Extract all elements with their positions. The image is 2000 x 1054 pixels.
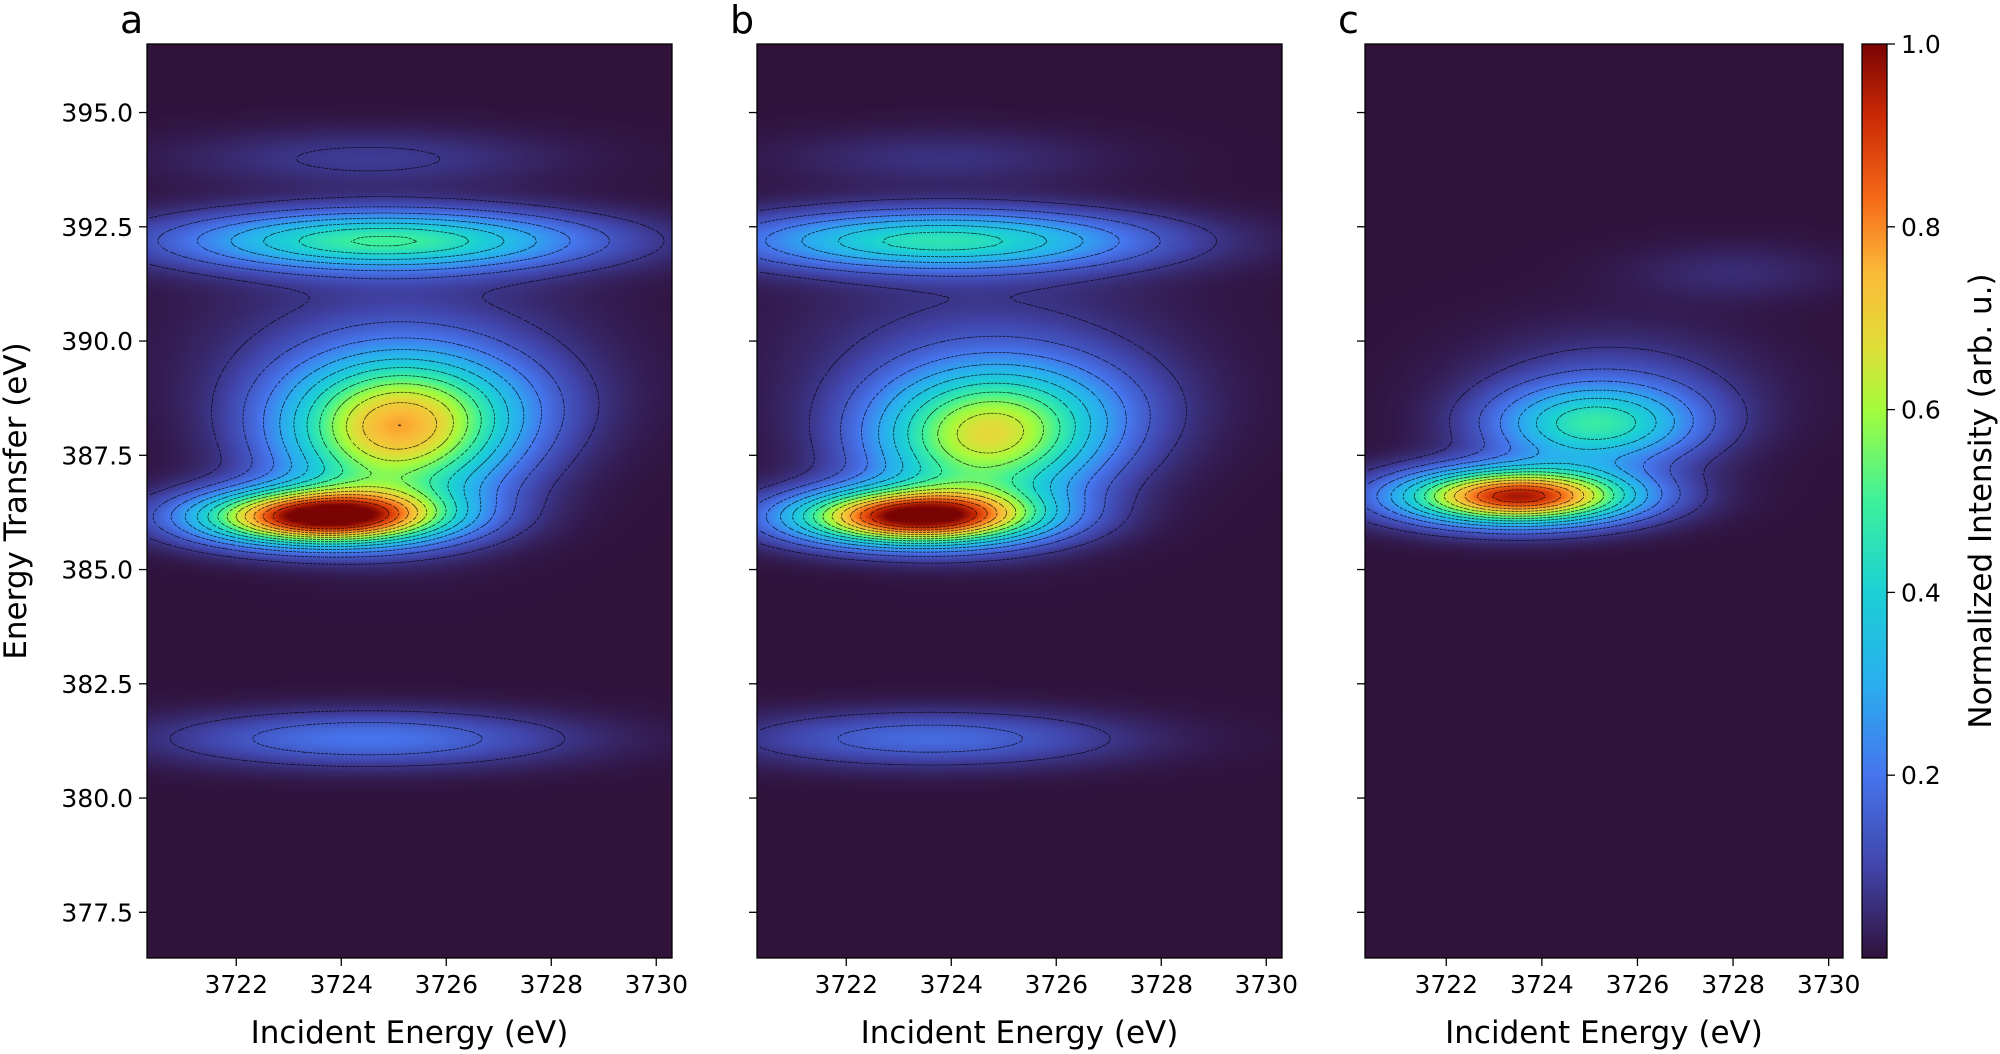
x-tick-label: 3724: [1510, 970, 1574, 999]
colorbar: 0.2 0.4 0.6 0.8 1.0 Normalized Intensity (arb…: [1861, 30, 1999, 959]
colorbar-gradient: [1861, 43, 1888, 959]
heatmap-image-a: [147, 44, 672, 958]
x-axis-label: Incident Energy (eV): [861, 1015, 1179, 1051]
x-tick-label: 3722: [204, 970, 268, 999]
colorbar-label: Normalized Intensity (arb. u.): [1963, 273, 1999, 728]
contour-lines-a: [148, 146, 665, 767]
x-tick-label: 3730: [1234, 970, 1298, 999]
y-tick-label: 387.5: [61, 441, 133, 470]
x-tick-label: 3724: [919, 970, 983, 999]
x-tick-label: 3730: [1797, 970, 1861, 999]
colorbar-tick-label: 0.6: [1901, 396, 1941, 425]
x-tick-label: 3722: [814, 970, 878, 999]
x-tick-label: 3726: [414, 970, 478, 999]
x-axis-label: Incident Energy (eV): [251, 1015, 569, 1051]
x-tick-label: 3728: [1701, 970, 1765, 999]
x-tick-label: 3728: [519, 970, 583, 999]
panel-label: c: [1338, 0, 1359, 42]
x-tick-label: 3726: [1024, 970, 1088, 999]
panels-group: 3722 3724 3726 3728 3730 377.5 380.0 382.5 385.0…: [0, 0, 1860, 1051]
y-tick-label: 382.5: [61, 670, 133, 699]
y-tick-label: 385.0: [61, 556, 133, 585]
plot-frame-b: [756, 43, 1283, 959]
plot-frame-c: [1364, 43, 1844, 959]
panel-c: 3722 3724 3726 3728 3730 Incident Energy (eV)…: [1338, 0, 1860, 1051]
y-tick-label: 390.0: [61, 327, 133, 356]
x-tick-label: 3728: [1129, 970, 1193, 999]
colorbar-tick-label: 0.8: [1901, 213, 1941, 242]
panel-label: a: [120, 0, 143, 42]
plot-frame-a: [146, 43, 673, 959]
panel-a: 3722 3724 3726 3728 3730 377.5 380.0 382.5 385.0…: [0, 0, 688, 1051]
y-tick-label: 377.5: [61, 898, 133, 927]
x-tick-label: 3726: [1606, 970, 1670, 999]
colorbar-tick-label: 1.0: [1901, 30, 1941, 59]
contour-lines-b: [758, 198, 1218, 766]
y-tick-label: 380.0: [61, 784, 133, 813]
y-tick-label: 392.5: [61, 213, 133, 242]
colorbar-tick-label: 0.2: [1901, 761, 1941, 790]
contour-lines-c: [1366, 346, 1748, 541]
colorbar-tick-label: 0.4: [1901, 578, 1941, 607]
heatmap-image-c: [1365, 44, 1843, 958]
x-tick-label: 3724: [309, 970, 373, 999]
panel-label: b: [730, 0, 754, 42]
x-tick-label: 3730: [624, 970, 688, 999]
y-tick-label: 395.0: [61, 99, 133, 128]
x-axis-label: Incident Energy (eV): [1445, 1015, 1763, 1051]
x-tick-label: 3722: [1414, 970, 1478, 999]
panel-b: 3722 3724 3726 3728 3730 Incident Energy (eV)…: [730, 0, 1298, 1051]
y-axis-label: Energy Transfer (eV): [0, 342, 34, 659]
